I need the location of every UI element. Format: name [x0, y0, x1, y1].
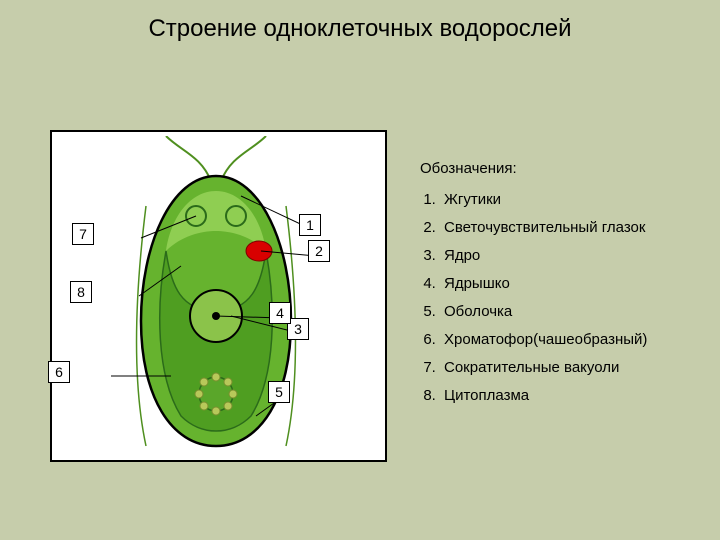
legend-item: Хроматофор(чашеобразный) [440, 331, 647, 348]
diagram-frame: 1 2 3 4 5 6 7 8 [50, 130, 387, 462]
label-6: 6 [48, 361, 70, 383]
legend-item: Оболочка [440, 303, 647, 320]
legend-item: Цитоплазма [440, 387, 647, 404]
legend-item: Ядро [440, 247, 647, 264]
legend-item: Жгутики [440, 191, 647, 208]
legend-item: Сократительные вакуоли [440, 359, 647, 376]
page-title: Строение одноклеточных водорослей [0, 15, 720, 43]
flagellum-left [166, 136, 211, 181]
legend-item: Светочувствительный глазок [440, 219, 647, 236]
eyespot [246, 241, 272, 261]
cell-diagram [111, 136, 321, 456]
legend-item: Ядрышко [440, 275, 647, 292]
legend-title: Обозначения: [420, 160, 647, 177]
legend-list: Жгутики Светочувствительный глазок Ядро … [420, 191, 647, 404]
label-5: 5 [268, 381, 290, 403]
legend: Обозначения: Жгутики Светочувствительный… [420, 160, 647, 415]
label-7: 7 [72, 223, 94, 245]
label-8: 8 [70, 281, 92, 303]
label-4: 4 [269, 302, 291, 324]
flagellum-right [221, 136, 266, 181]
label-2: 2 [308, 240, 330, 262]
label-1: 1 [299, 214, 321, 236]
